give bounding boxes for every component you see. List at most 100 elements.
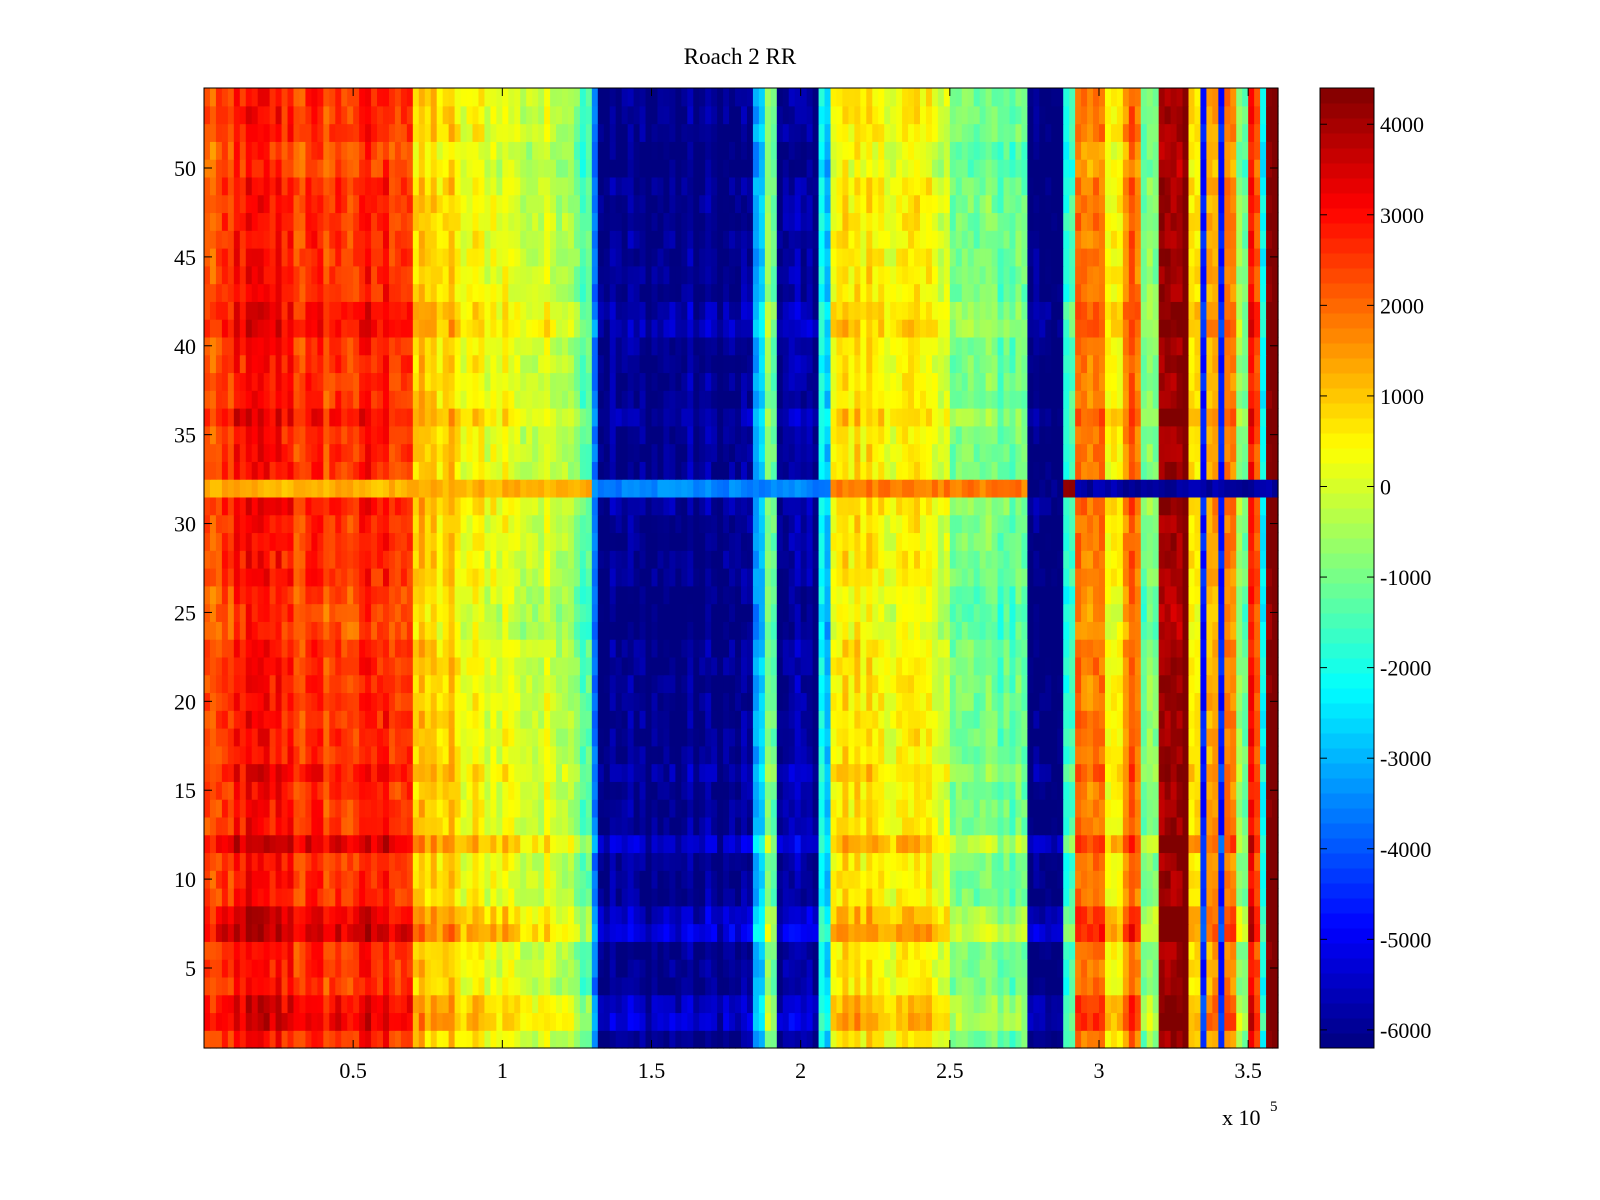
heatmap-cell xyxy=(687,959,694,978)
heatmap-cell xyxy=(842,550,849,569)
heatmap-cell xyxy=(723,976,730,996)
heatmap-cell xyxy=(1260,781,1267,800)
heatmap-cell xyxy=(949,816,957,836)
heatmap-cell xyxy=(741,550,748,569)
heatmap-cell xyxy=(621,816,629,836)
heatmap-cell xyxy=(233,781,241,800)
heatmap-cell xyxy=(251,728,259,747)
heatmap-cell xyxy=(866,923,873,942)
heatmap-cell xyxy=(651,905,659,925)
heatmap-cell xyxy=(1021,976,1028,996)
heatmap-cell xyxy=(502,905,509,925)
heatmap-cell xyxy=(758,816,766,836)
heatmap-cell xyxy=(693,888,700,907)
heatmap-cell xyxy=(1242,639,1249,658)
heatmap-cell xyxy=(645,994,653,1014)
heatmap-cell xyxy=(245,639,253,658)
heatmap-cell xyxy=(1194,674,1202,694)
heatmap-cell xyxy=(1039,656,1046,676)
heatmap-cell xyxy=(436,656,444,676)
heatmap-cell xyxy=(1170,941,1178,960)
heatmap-cell xyxy=(1075,674,1082,694)
heatmap-cell xyxy=(257,923,265,942)
heatmap-cell xyxy=(383,728,390,747)
heatmap-cell xyxy=(472,816,480,836)
heatmap-cell xyxy=(597,905,605,925)
heatmap-cell xyxy=(854,959,861,978)
heatmap-cell xyxy=(377,585,384,605)
heatmap-cell xyxy=(854,852,861,871)
heatmap-cell xyxy=(997,888,1005,907)
heatmap-cell xyxy=(967,568,975,587)
heatmap-cell xyxy=(579,923,587,942)
heatmap-cell xyxy=(305,550,312,569)
heatmap-cell xyxy=(645,728,653,747)
heatmap-cell xyxy=(383,870,390,889)
heatmap-cell xyxy=(1015,870,1023,889)
heatmap-cell xyxy=(508,959,515,978)
heatmap-cell xyxy=(591,603,599,622)
heatmap-cell xyxy=(251,888,259,907)
heatmap-cell xyxy=(830,994,838,1014)
heatmap-cell xyxy=(890,834,897,854)
heatmap-cell xyxy=(269,603,277,622)
heatmap-cell xyxy=(848,923,855,942)
heatmap-cell xyxy=(842,834,849,854)
heatmap-cell xyxy=(1182,781,1190,800)
heatmap-cell xyxy=(299,799,307,818)
heatmap-cell xyxy=(1099,1030,1106,1049)
heatmap-cell xyxy=(251,621,259,640)
heatmap-cell xyxy=(550,959,557,978)
heatmap-cell xyxy=(776,852,784,871)
heatmap-cell xyxy=(245,656,253,676)
heatmap-cell xyxy=(514,923,521,942)
heatmap-cell xyxy=(1182,959,1190,978)
heatmap-cell xyxy=(567,834,575,854)
heatmap-cell xyxy=(526,639,533,658)
heatmap-cell xyxy=(1093,710,1100,729)
heatmap-cell xyxy=(550,621,557,640)
heatmap-cell xyxy=(752,603,760,622)
heatmap-cell xyxy=(323,799,330,818)
heatmap-cell xyxy=(878,941,885,960)
heatmap-cell xyxy=(538,585,545,605)
heatmap-cell xyxy=(860,568,867,587)
heatmap-cell xyxy=(758,888,766,907)
heatmap-cell xyxy=(233,710,241,729)
heatmap-cell xyxy=(388,550,396,569)
heatmap-cell xyxy=(979,994,987,1014)
heatmap-cell xyxy=(1075,710,1082,729)
heatmap-cell xyxy=(1015,639,1023,658)
heatmap-cell xyxy=(597,763,605,782)
heatmap-cell xyxy=(723,923,730,942)
heatmap-cell xyxy=(257,816,265,836)
heatmap-cell xyxy=(478,852,486,871)
heatmap-cell xyxy=(1051,923,1058,942)
heatmap-cell xyxy=(1206,745,1213,765)
heatmap-cell xyxy=(209,656,217,676)
heatmap-cell xyxy=(872,674,879,694)
heatmap-cell xyxy=(275,834,283,854)
heatmap-cell xyxy=(1200,763,1207,782)
heatmap-cell xyxy=(639,621,647,640)
heatmap-cell xyxy=(585,1030,593,1049)
heatmap-cell xyxy=(890,781,897,800)
heatmap-cell xyxy=(496,1012,503,1031)
heatmap-cell xyxy=(1158,781,1166,800)
heatmap-cell xyxy=(848,710,855,729)
heatmap-cell xyxy=(305,728,312,747)
heatmap-cell xyxy=(1176,603,1184,622)
heatmap-cell xyxy=(818,905,826,925)
heatmap-cell xyxy=(603,799,611,818)
heatmap-cell xyxy=(1158,621,1166,640)
heatmap-cell xyxy=(937,639,945,658)
heatmap-cell xyxy=(544,656,551,676)
heatmap-cell xyxy=(591,639,599,658)
heatmap-cell xyxy=(299,781,307,800)
heatmap-cell xyxy=(383,923,390,942)
heatmap-cell xyxy=(227,745,235,765)
heatmap-cell xyxy=(1003,976,1011,996)
heatmap-cell xyxy=(418,1012,426,1031)
heatmap-cell xyxy=(657,1012,665,1031)
heatmap-cell xyxy=(854,639,861,658)
